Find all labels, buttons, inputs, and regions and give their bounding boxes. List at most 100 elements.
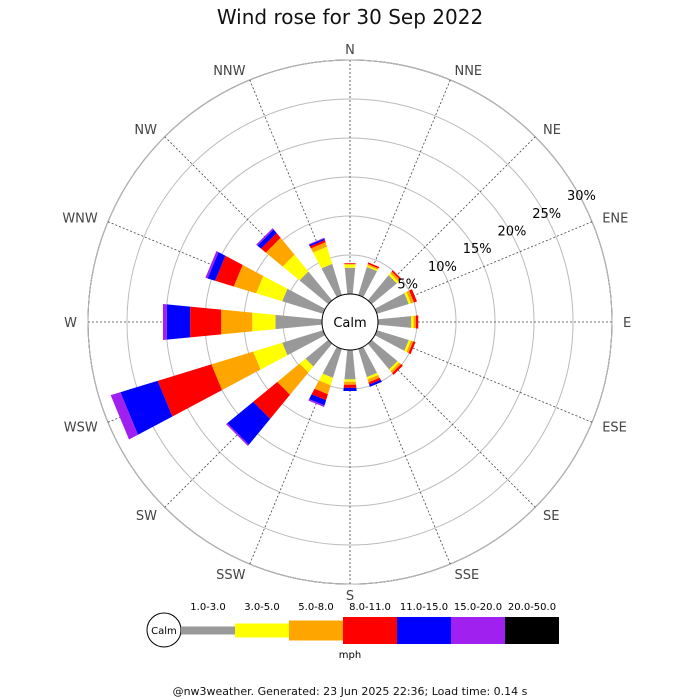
direction-label-SW: SW — [136, 509, 157, 524]
labels-layer: N NNE NE ENE E ESE SE SSE S SSW SW WSW W WNW NW NNW 5% 10… — [62, 43, 631, 604]
direction-label-NE: NE — [543, 123, 561, 138]
legend-swatch-5.0-8.0 — [289, 620, 343, 641]
bar-WNW-11.0-15.0 — [207, 252, 226, 281]
bar-S-3.0-5.0 — [344, 379, 356, 382]
bar-WSW-1.0-3.0 — [282, 330, 326, 356]
bar-ENE-3.0-5.0 — [404, 292, 412, 305]
legend-swatch-11.0-15.0 — [397, 617, 451, 644]
bar-SSE-5.0-8.0 — [367, 374, 380, 383]
bar-SSW-11.0-15.0 — [309, 394, 327, 406]
bar-WNW-1.0-3.0 — [282, 288, 326, 314]
footer-text: @nw3weather. Generated: 23 Jun 2025 22:3… — [172, 685, 528, 698]
bar-SW-8.0-11.0 — [253, 381, 291, 419]
spoke-ESE — [375, 332, 593, 423]
bar-ESE-1.0-3.0 — [374, 330, 409, 351]
bar-SW-1.0-3.0 — [305, 339, 333, 367]
bar-WNW-15.0-20.0 — [205, 250, 219, 279]
bar-SE-5.0-8.0 — [390, 362, 402, 374]
legend-swatch-8.0-11.0 — [343, 617, 397, 644]
bar-N-3.0-5.0 — [344, 264, 356, 268]
bar-ENE-5.0-8.0 — [406, 290, 415, 304]
legend-label-11.0-15.0: 11.0-15.0 — [400, 602, 448, 613]
direction-label-NNE: NNE — [454, 64, 482, 79]
bar-SSW-15.0-20.0 — [308, 399, 325, 407]
bar-S-11.0-15.0 — [343, 387, 357, 392]
bar-SSE-8.0-11.0 — [368, 377, 381, 385]
radial-tick-25%: 25% — [532, 207, 561, 222]
direction-label-S: S — [346, 589, 354, 604]
direction-label-NNW: NNW — [213, 64, 245, 79]
bar-NW-1.0-3.0 — [299, 271, 333, 305]
direction-label-SSE: SSE — [454, 568, 479, 583]
bar-E-3.0-5.0 — [411, 315, 414, 329]
bar-NNW-5.0-8.0 — [310, 242, 327, 253]
bar-SW-5.0-8.0 — [277, 363, 309, 395]
bar-E-1.0-3.0 — [377, 316, 412, 328]
legend-swatch-3.0-5.0 — [235, 623, 289, 638]
legend-swatch-20.0-50.0 — [505, 617, 559, 644]
bar-NNW-3.0-5.0 — [313, 246, 333, 269]
bar-SE-1.0-3.0 — [367, 339, 398, 370]
bar-WSW-5.0-8.0 — [211, 351, 261, 391]
bar-W-1.0-3.0 — [275, 314, 323, 330]
bar-S-5.0-8.0 — [343, 381, 357, 385]
direction-label-ESE: ESE — [602, 420, 627, 435]
legend-unit: mph — [339, 650, 361, 661]
bar-NNE-3.0-5.0 — [366, 265, 378, 272]
bar-WNW-8.0-11.0 — [215, 255, 243, 287]
legend-label-20.0-50.0: 20.0-50.0 — [508, 602, 556, 613]
bars-layer: Calm — [110, 228, 419, 446]
bar-W-5.0-8.0 — [221, 309, 253, 335]
direction-label-W: W — [64, 316, 77, 331]
bar-N-8.0-11.0 — [344, 263, 356, 264]
bar-ESE-5.0-8.0 — [406, 340, 414, 354]
bar-NE-3.0-5.0 — [388, 273, 399, 284]
bar-NW-8.0-11.0 — [260, 232, 281, 253]
radial-tick-15%: 15% — [463, 242, 492, 257]
spoke-ENE — [375, 221, 593, 312]
bar-NE-8.0-11.0 — [391, 270, 402, 281]
bar-WSW-11.0-15.0 — [120, 380, 173, 435]
bar-E-5.0-8.0 — [413, 315, 416, 329]
radial-tick-5%: 5% — [397, 278, 418, 293]
spoke-SSE — [360, 347, 451, 565]
direction-label-E: E — [623, 316, 631, 331]
legend-label-5.0-8.0: 5.0-8.0 — [298, 602, 333, 613]
bar-W-8.0-11.0 — [190, 306, 222, 338]
bar-NNE-8.0-11.0 — [367, 262, 380, 269]
direction-label-NW: NW — [134, 123, 157, 138]
bar-W-15.0-20.0 — [162, 303, 167, 341]
bar-NW-11.0-15.0 — [257, 229, 277, 249]
bar-SW-3.0-5.0 — [299, 358, 314, 373]
bar-N-5.0-8.0 — [344, 263, 356, 265]
bar-SSW-3.0-5.0 — [318, 373, 333, 386]
bar-SSW-8.0-11.0 — [311, 388, 328, 401]
bar-W-3.0-5.0 — [252, 312, 276, 332]
bar-SE-3.0-5.0 — [389, 361, 400, 372]
bar-SW-11.0-15.0 — [227, 401, 271, 445]
legend-calm-label: Calm — [151, 626, 177, 637]
bar-WSW-8.0-11.0 — [157, 364, 222, 417]
legend: Calm 1.0-3.0 3.0-5.0 5.0-8.0 8.0-11.0 11.0-15… — [146, 602, 559, 661]
bar-NNW-11.0-15.0 — [309, 238, 325, 247]
calm-circle — [321, 293, 379, 351]
spoke-SSW — [249, 347, 340, 565]
bar-SSE-1.0-3.0 — [358, 346, 378, 378]
legend-label-8.0-11.0: 8.0-11.0 — [349, 602, 391, 613]
bar-SSE-11.0-15.0 — [369, 379, 382, 387]
spoke-NW — [164, 136, 331, 303]
bar-S-8.0-11.0 — [343, 384, 357, 388]
direction-label-WSW: WSW — [64, 420, 98, 435]
bar-W-11.0-15.0 — [166, 304, 191, 340]
bar-WSW-3.0-5.0 — [253, 342, 288, 370]
bar-SSW-1.0-3.0 — [322, 346, 342, 378]
bar-NNE-5.0-8.0 — [367, 263, 379, 270]
bar-ENE-1.0-3.0 — [374, 293, 409, 314]
radial-tick-10%: 10% — [428, 260, 457, 275]
bar-WNW-3.0-5.0 — [256, 275, 288, 302]
legend-label-1.0-3.0: 1.0-3.0 — [190, 602, 225, 613]
bar-NW-3.0-5.0 — [282, 254, 309, 281]
bar-ENE-8.0-11.0 — [409, 289, 418, 303]
bar-NNW-8.0-11.0 — [309, 240, 326, 249]
